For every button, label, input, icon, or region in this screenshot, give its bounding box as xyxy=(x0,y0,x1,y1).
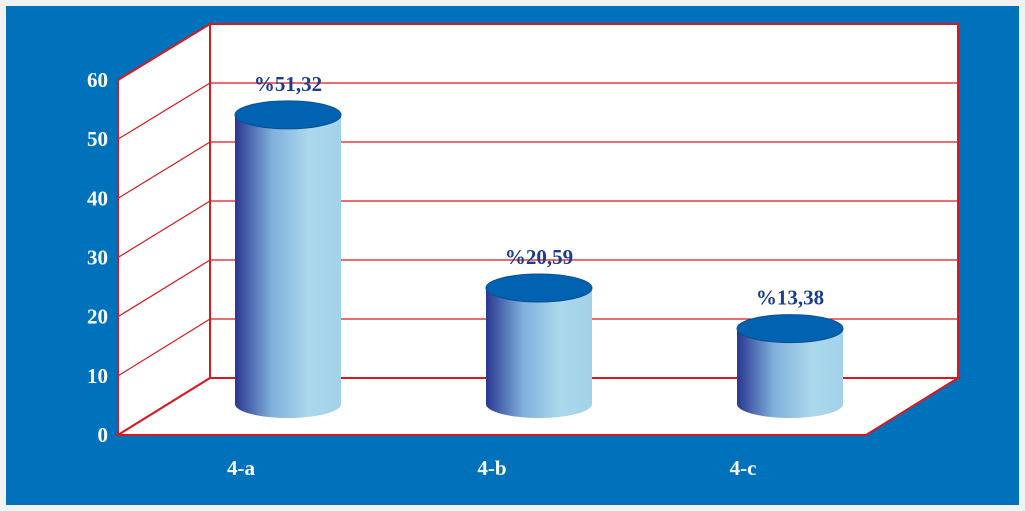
y-tick-label: 40 xyxy=(87,186,108,210)
bars xyxy=(234,100,844,418)
data-label: %13,38 xyxy=(756,286,824,310)
x-tick-label: 4-a xyxy=(227,456,255,480)
bar xyxy=(485,273,593,418)
data-labels: %51,32 %20,59 %13,38 xyxy=(254,72,824,310)
gridline-side xyxy=(117,23,211,81)
x-tick-label: 4-c xyxy=(730,456,757,480)
x-axis: 4-a 4-b 4-c xyxy=(227,456,756,480)
y-tick-label: 10 xyxy=(87,364,108,388)
bar-top xyxy=(485,273,593,303)
data-label: %20,59 xyxy=(505,245,573,269)
bar-body xyxy=(235,114,341,418)
gridline-side xyxy=(117,200,211,259)
bar-top xyxy=(234,100,342,130)
bar-body xyxy=(737,328,843,418)
gridline-side xyxy=(117,259,211,318)
y-tick-label: 60 xyxy=(87,68,108,92)
y-tick-label: 0 xyxy=(98,423,109,447)
bar xyxy=(234,100,342,418)
bar-top xyxy=(736,314,844,344)
bar xyxy=(736,314,844,418)
y-tick-label: 20 xyxy=(87,305,108,329)
y-tick-label: 30 xyxy=(87,246,108,270)
y-axis: 0 10 20 30 40 50 60 xyxy=(87,68,108,447)
x-tick-label: 4-b xyxy=(477,456,506,480)
bar-body xyxy=(486,288,592,418)
data-label: %51,32 xyxy=(254,72,322,96)
gridline-side xyxy=(117,141,211,199)
gridline-side xyxy=(117,82,211,140)
gridline-side xyxy=(117,318,211,377)
y-tick-label: 50 xyxy=(87,127,108,151)
